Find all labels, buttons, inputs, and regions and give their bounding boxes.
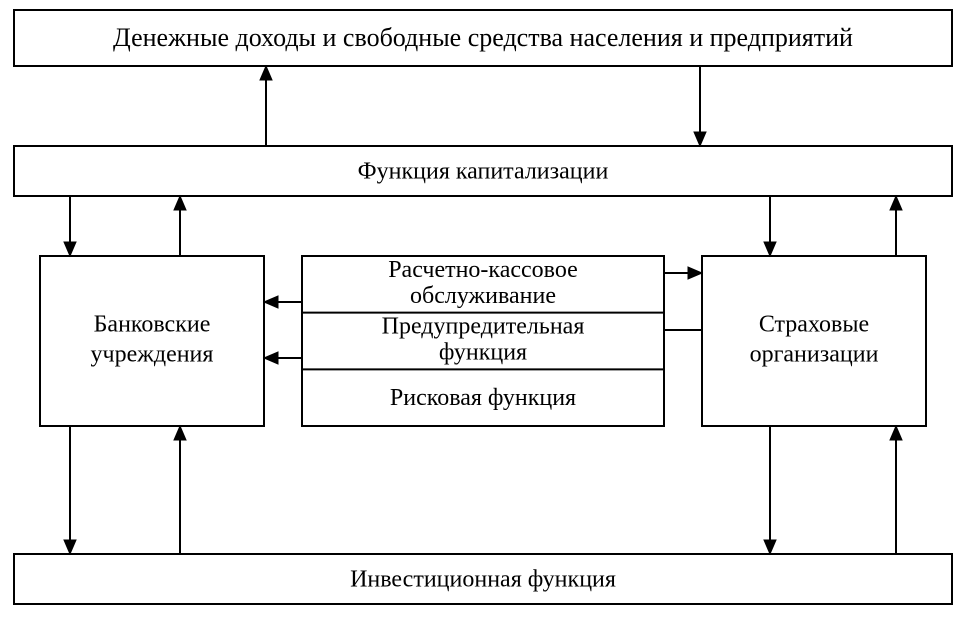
edge xyxy=(264,296,302,308)
node-middle-row2-line2: функция xyxy=(439,340,527,366)
node-middle-row2-line1: Предупредительная xyxy=(382,314,585,340)
edge xyxy=(664,267,702,279)
arrow-head-icon xyxy=(688,267,702,279)
arrow-head-icon xyxy=(64,540,76,554)
arrow-head-icon xyxy=(764,540,776,554)
node-middle-row1-line2: обслуживание xyxy=(410,283,556,309)
edge xyxy=(64,426,76,554)
node-capitalization: Функция капитализации xyxy=(14,146,952,196)
arrow-head-icon xyxy=(764,242,776,256)
edge xyxy=(764,196,776,256)
node-middle-row3-label: Рисковая функция xyxy=(390,385,576,411)
arrow-head-icon xyxy=(260,66,272,80)
node-capitalization-label: Функция капитализации xyxy=(358,159,609,185)
edge xyxy=(764,426,776,554)
arrow-head-icon xyxy=(64,242,76,256)
arrow-head-icon xyxy=(890,426,902,440)
edge xyxy=(174,426,186,554)
diagram-canvas: Денежные доходы и свободные средства нас… xyxy=(0,0,966,620)
edge xyxy=(64,196,76,256)
edge xyxy=(694,66,706,146)
node-investment: Инвестиционная функция xyxy=(14,554,952,604)
node-bank-label-2: учреждения xyxy=(91,342,214,368)
node-middle: Расчетно-кассовое обслуживание Предупред… xyxy=(302,256,664,426)
arrow-head-icon xyxy=(174,426,186,440)
arrow-head-icon xyxy=(694,132,706,146)
arrow-head-icon xyxy=(174,196,186,210)
node-investment-label: Инвестиционная функция xyxy=(350,567,616,593)
node-insurance-label-1: Страховые xyxy=(759,312,869,338)
node-middle-row1-line1: Расчетно-кассовое xyxy=(388,257,578,283)
node-top: Денежные доходы и свободные средства нас… xyxy=(14,10,952,66)
node-insurance-label-2: организации xyxy=(750,342,879,368)
node-bank-label-1: Банковские xyxy=(94,312,211,338)
edge xyxy=(260,66,272,146)
edge xyxy=(890,196,902,256)
node-insurance: Страховые организации xyxy=(702,256,926,426)
node-bank: Банковские учреждения xyxy=(40,256,264,426)
edge xyxy=(890,426,902,554)
arrow-head-icon xyxy=(890,196,902,210)
edge xyxy=(174,196,186,256)
node-top-label: Денежные доходы и свободные средства нас… xyxy=(113,23,853,52)
edge xyxy=(264,352,302,364)
arrow-head-icon xyxy=(264,352,278,364)
arrow-head-icon xyxy=(264,296,278,308)
